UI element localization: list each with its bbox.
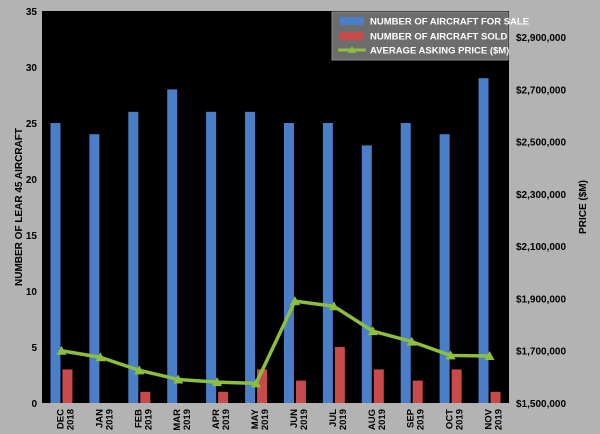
x-tick-year: 2019	[143, 409, 154, 430]
y-tick-label: 15	[26, 231, 38, 242]
x-tick-year: 2019	[221, 409, 232, 430]
price-point-marker	[134, 365, 145, 375]
x-tick-month: JUL	[328, 409, 339, 427]
x-tick-year: 2018	[65, 409, 76, 430]
bar-for-sale	[478, 78, 489, 403]
x-tick-month: MAR	[172, 409, 183, 431]
bar-for-sale	[439, 134, 450, 403]
y2-tick-label: $2,100,000	[516, 242, 566, 253]
x-tick-year: 2019	[377, 409, 388, 430]
y-tick-label: 5	[31, 343, 37, 354]
y-axis-title: NUMBER OF LEAR 45 AIRCRAFT	[14, 128, 25, 286]
legend-bar-swatch	[340, 32, 364, 40]
x-tick-year: 2019	[416, 409, 427, 430]
bar-for-sale	[283, 123, 294, 403]
y-tick-label: 35	[26, 7, 38, 18]
price-point-marker	[445, 350, 456, 360]
x-tick-year: 2019	[260, 409, 271, 430]
price-point-marker	[289, 296, 300, 306]
bar-for-sale	[89, 134, 100, 403]
x-tick-month: MAY	[250, 408, 261, 429]
bar-for-sale	[245, 111, 256, 404]
x-tick-year: 2019	[455, 409, 466, 430]
legend-label: AVERAGE ASKING PRICE ($M)	[370, 46, 509, 57]
x-tick-month: NOV	[484, 408, 495, 429]
bar-sold	[218, 391, 229, 403]
y-tick-label: 30	[26, 63, 38, 74]
price-point-marker	[173, 374, 184, 384]
bar-sold	[334, 347, 345, 403]
price-line	[56, 296, 495, 388]
bar-sold	[62, 369, 73, 403]
bar-sold	[412, 380, 423, 403]
x-tick-month: JAN	[94, 409, 105, 428]
price-point-marker	[212, 377, 223, 387]
bar-sold	[490, 391, 501, 403]
price-point-marker	[484, 350, 495, 360]
y2-axis-title: PRICE ($M)	[578, 180, 589, 234]
legend-label: NUMBER OF AIRCRAFT FOR SALE	[370, 17, 529, 28]
x-tick-year: 2019	[104, 409, 115, 430]
price-point-marker	[328, 301, 339, 311]
bar-sold	[257, 369, 268, 403]
y2-tick-label: $1,900,000	[516, 294, 566, 305]
y-tick-label: 0	[31, 399, 37, 410]
x-tick-year: 2019	[494, 409, 505, 430]
x-tick-month: FEB	[133, 409, 144, 428]
y-axis-ticks: 0 5 10 15 20 25 30 35	[26, 7, 38, 410]
legend-label: NUMBER OF AIRCRAFT SOLD	[370, 32, 508, 43]
price-line-path	[61, 299, 490, 386]
price-point-marker	[56, 345, 67, 355]
y2-tick-label: $1,500,000	[516, 399, 566, 410]
bar-sold	[373, 369, 384, 403]
x-tick-year: 2019	[299, 409, 310, 430]
x-tick-month: SEP	[406, 408, 417, 428]
legend: NUMBER OF AIRCRAFT FOR SALE NUMBER OF AIR…	[331, 11, 529, 61]
x-axis-ticks: DEC 2018 JAN 2019 FEB 2019 MAR 2019 APR 2019 MAY 20…	[55, 408, 504, 430]
bar-for-sale	[206, 111, 217, 404]
bar-sold	[140, 391, 151, 403]
y2-tick-label: $2,300,000	[516, 190, 566, 201]
x-tick-month: APR	[211, 409, 222, 429]
bars	[50, 78, 501, 404]
y2-tick-label: $1,700,000	[516, 347, 566, 358]
legend-bar-swatch	[340, 17, 364, 25]
price-point-marker	[367, 326, 378, 336]
x-tick-year: 2019	[338, 409, 349, 430]
y-tick-label: 10	[26, 287, 38, 298]
y-tick-label: 20	[26, 175, 38, 186]
bar-for-sale	[128, 111, 139, 404]
legend-marker-swatch	[348, 46, 356, 53]
y2-tick-label: $2,500,000	[516, 138, 566, 149]
x-tick-month: AUG	[367, 409, 378, 430]
plot-area	[42, 11, 509, 403]
bar-for-sale	[50, 123, 61, 403]
bar-for-sale	[400, 123, 411, 403]
y2-axis-ticks: $1,500,000 $1,700,000 $1,900,000 $2,100,000…	[516, 33, 566, 410]
bar-sold	[451, 369, 462, 403]
bar-for-sale	[322, 123, 333, 403]
bar-sold	[295, 380, 306, 403]
price-point-marker	[406, 336, 417, 346]
y2-tick-label: $2,900,000	[516, 33, 566, 44]
price-point-marker	[95, 352, 106, 362]
bar-for-sale	[361, 145, 372, 403]
x-tick-year: 2019	[182, 409, 193, 430]
y-tick-label: 25	[26, 119, 38, 130]
x-tick-month: JUN	[289, 409, 300, 428]
x-tick-month: OCT	[445, 409, 456, 429]
x-tick-month: DEC	[55, 409, 66, 429]
price-point-marker	[251, 378, 262, 388]
bar-for-sale	[167, 89, 178, 404]
y2-tick-label: $2,700,000	[516, 85, 566, 96]
